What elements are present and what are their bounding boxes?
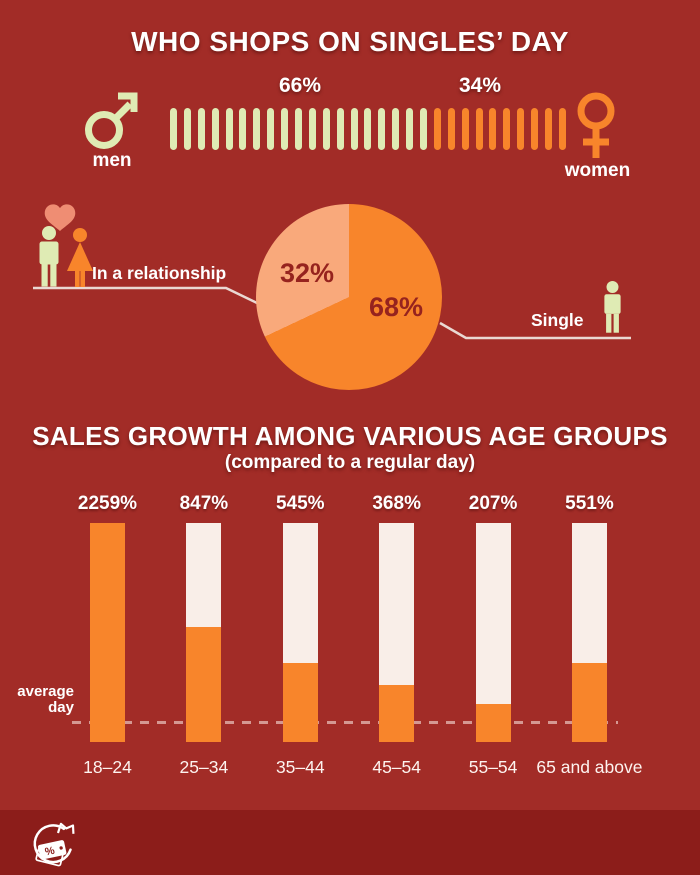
- average-day-dashed-line: [72, 721, 618, 724]
- bar-chart-title: SALES GROWTH AMONG VARIOUS AGE GROUPS: [32, 421, 668, 451]
- bar-column: 2259% 18–24: [78, 493, 137, 777]
- tally-mark-men: [420, 108, 428, 150]
- tally-mark-women: [545, 108, 553, 150]
- tally-mark-men: [378, 108, 386, 150]
- bar-fill: [571, 663, 607, 742]
- page-title: WHO SHOPS ON SINGLES’ DAY: [131, 26, 569, 57]
- bar-value-label: 545%: [275, 493, 325, 514]
- tally-mark-men: [336, 108, 344, 150]
- tally-mark-women: [475, 108, 483, 150]
- tally-mark-women: [447, 108, 455, 150]
- single-label: Single: [531, 310, 584, 330]
- tally-mark-women: [503, 108, 511, 150]
- tally-mark-men: [295, 108, 303, 150]
- relationship-woman-icon: [67, 228, 93, 287]
- heart-icon: [44, 204, 76, 231]
- bar-column: 551% 65 and above: [536, 493, 642, 777]
- tally-strip: [170, 108, 566, 150]
- pie-slice-32-label: 32%: [279, 258, 335, 288]
- bar-fill: [379, 685, 415, 742]
- tally-mark-men: [406, 108, 414, 150]
- bar-age-label: 35–44: [275, 757, 325, 777]
- pie-slice-68-label: 68%: [368, 292, 424, 322]
- tally-mark-men: [197, 108, 205, 150]
- bar-column: 207% 55–54: [469, 493, 518, 777]
- female-symbol-icon: [577, 92, 615, 158]
- men-percent-label: 66%: [278, 74, 322, 97]
- tally-mark-men: [267, 108, 275, 150]
- male-symbol-icon: [85, 92, 138, 149]
- tally-mark-men: [225, 108, 233, 150]
- tally-mark-men: [308, 108, 316, 150]
- tally-mark-men: [211, 108, 219, 150]
- tally-mark-women: [461, 108, 469, 150]
- tally-mark-men: [170, 108, 177, 150]
- footer-bar: % picodi: [0, 810, 700, 875]
- tally-mark-women: [433, 108, 441, 150]
- bar-chart-columns: 2259% 18–24 847% 25–34 545% 35–44 368% 45–54 207…: [78, 493, 643, 777]
- pie-chart: [256, 204, 442, 390]
- bar-column: 545% 35–44: [276, 493, 325, 777]
- bar-fill: [186, 627, 222, 742]
- tally-mark-men: [350, 108, 358, 150]
- svg-text:%: %: [44, 845, 56, 859]
- bar-age-label: 18–24: [83, 757, 132, 777]
- average-day-line1: average: [17, 683, 74, 700]
- bar-fill: [475, 704, 511, 742]
- bar-value-label: 2259%: [77, 493, 138, 514]
- relationship-man-icon: [39, 226, 59, 287]
- tally-mark-women: [531, 108, 539, 150]
- bar-fill: [90, 523, 125, 742]
- bar-age-label: 65 and above: [536, 757, 643, 777]
- single-man-icon: [604, 281, 621, 333]
- bar-value-label: 847%: [179, 493, 229, 514]
- bar-age-label: 45–54: [372, 757, 422, 777]
- tally-mark-women: [558, 108, 566, 150]
- bar-age-label: 25–34: [179, 757, 229, 777]
- tally-mark-women: [517, 108, 525, 150]
- tally-mark-men: [322, 108, 330, 150]
- tally-mark-men: [239, 108, 247, 150]
- women-percent-label: 34%: [458, 74, 502, 97]
- tally-mark-men: [253, 108, 261, 150]
- men-caption: men: [92, 150, 132, 171]
- bar-age-label: 55–54: [468, 757, 518, 777]
- picodi-logo-icon: %: [33, 822, 75, 867]
- bar-value-label: 551%: [565, 493, 614, 514]
- bar-fill: [282, 663, 318, 742]
- bar-column: 847% 25–34: [180, 493, 229, 777]
- bar-value-label: 207%: [468, 493, 518, 514]
- tally-mark-men: [183, 108, 191, 150]
- tally-mark-men: [392, 108, 400, 150]
- tally-mark-women: [489, 108, 497, 150]
- average-day-label: average day: [10, 684, 74, 716]
- bar-chart-subtitle: (compared to a regular day): [224, 452, 476, 473]
- bar-column: 368% 45–54: [372, 493, 421, 777]
- tally-mark-men: [364, 108, 372, 150]
- women-caption: women: [564, 160, 631, 181]
- average-day-line2: day: [48, 699, 74, 716]
- tally-mark-men: [281, 108, 289, 150]
- bar-value-label: 368%: [372, 493, 421, 514]
- in-a-relationship-label: In a relationship: [92, 263, 227, 283]
